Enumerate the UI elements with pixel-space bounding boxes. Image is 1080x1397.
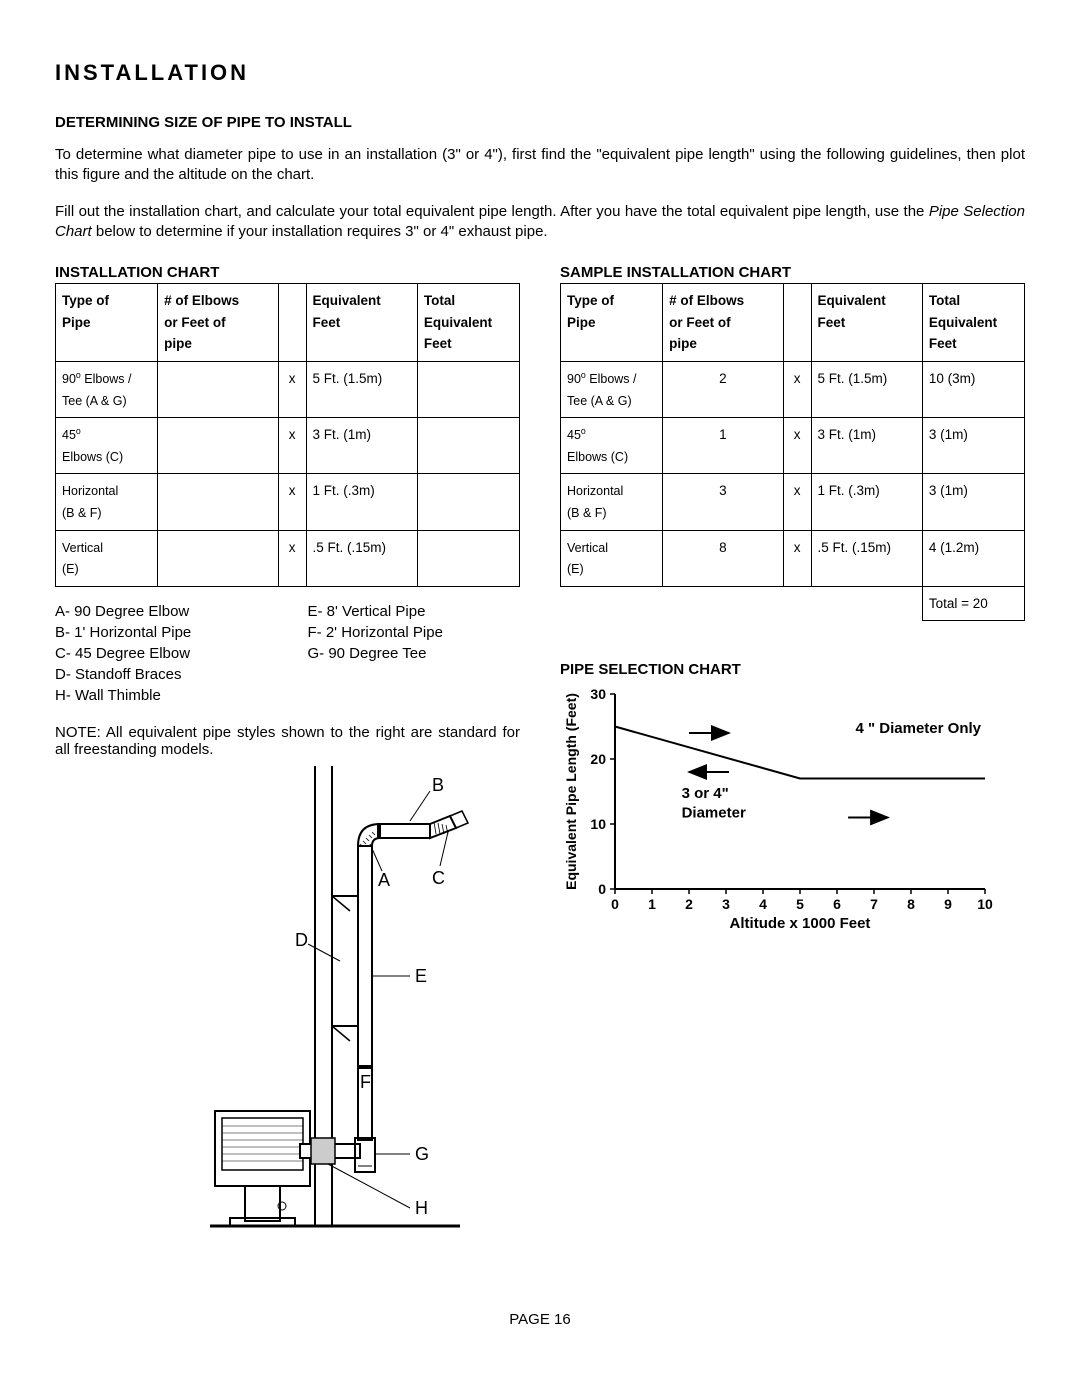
hdr-num: # of Elbowsor Feet ofpipe [663,284,784,362]
svg-text:8: 8 [907,896,915,912]
svg-text:D: D [295,930,308,950]
hdr-x [278,284,306,362]
svg-text:4 " Diameter Only: 4 " Diameter Only [856,720,982,737]
svg-text:10: 10 [590,816,606,832]
hdr-tot: TotalEquivalentFeet [417,284,519,362]
legend-item: D- Standoff Braces [55,664,268,685]
svg-text:3 or 4": 3 or 4" [682,785,729,802]
table-row: 45oElbows (C)1x3 Ft. (1m)3 (1m) [561,418,1025,474]
svg-text:0: 0 [598,881,606,897]
svg-text:G: G [415,1144,429,1164]
legend-item: H- Wall Thimble [55,685,268,706]
svg-text:10: 10 [977,896,993,912]
table-row: 45oElbows (C)x3 Ft. (1m) [56,418,520,474]
pipe-selection-chart-title: PIPE SELECTION CHART [560,661,1025,678]
intro-paragraph-2: Fill out the installation chart, and cal… [55,202,1025,243]
page-number: PAGE 16 [55,1311,1025,1328]
svg-text:A: A [378,870,390,890]
svg-text:0: 0 [611,896,619,912]
hdr-tot: TotalEquivalentFeet [922,284,1024,362]
installation-chart-table: Type ofPipe # of Elbowsor Feet ofpipe Eq… [55,283,520,587]
table-row: Horizontal(B & F)3x1 Ft. (.3m)3 (1m) [561,474,1025,530]
table-row: Horizontal(B & F)x1 Ft. (.3m) [56,474,520,530]
svg-text:F: F [360,1072,371,1092]
hdr-num: # of Elbowsor Feet ofpipe [158,284,279,362]
svg-text:1: 1 [648,896,656,912]
svg-text:3: 3 [722,896,730,912]
svg-text:C: C [432,868,445,888]
pipe-diagram: B A C D E F G H [55,766,520,1251]
svg-text:H: H [415,1198,428,1218]
legend-item: E- 8' Vertical Pipe [308,601,521,622]
legend-item: C- 45 Degree Elbow [55,643,268,664]
svg-text:4: 4 [759,896,767,912]
legend-left: A- 90 Degree ElbowB- 1' Horizontal PipeC… [55,601,268,706]
right-column: SAMPLE INSTALLATION CHART Type ofPipe # … [560,258,1025,1251]
svg-text:Equivalent Pipe Length (Feet): Equivalent Pipe Length (Feet) [563,694,579,891]
svg-text:5: 5 [796,896,804,912]
installation-chart-title: INSTALLATION CHART [55,264,520,281]
hdr-eq: EquivalentFeet [811,284,922,362]
table-row: Vertical(E)x.5 Ft. (.15m) [56,530,520,586]
hdr-type: Type ofPipe [56,284,158,362]
sample-chart-title: SAMPLE INSTALLATION CHART [560,264,1025,281]
legend-item: A- 90 Degree Elbow [55,601,268,622]
legend-item: F- 2' Horizontal Pipe [308,622,521,643]
left-column: INSTALLATION CHART Type ofPipe # of Elbo… [55,258,520,1251]
svg-text:6: 6 [833,896,841,912]
subsection-title: DETERMINING SIZE OF PIPE TO INSTALL [55,114,1025,131]
intro-paragraph-1: To determine what diameter pipe to use i… [55,145,1025,186]
para2-part-b: below to determine if your installation … [92,223,548,240]
legend-item: G- 90 Degree Tee [308,643,521,664]
legend-right: E- 8' Vertical PipeF- 2' Horizontal Pipe… [308,601,521,706]
svg-text:Diameter: Diameter [682,805,746,822]
table-row: 90o Elbows /Tee (A & G)2x5 Ft. (1.5m)10 … [561,361,1025,417]
svg-text:E: E [415,966,427,986]
svg-text:7: 7 [870,896,878,912]
hdr-type: Type ofPipe [561,284,663,362]
hdr-eq: EquivalentFeet [306,284,417,362]
section-title: INSTALLATION [55,60,1025,86]
hdr-x [783,284,811,362]
pipe-selection-chart: 0 10 20 30 0 1 2 3 4 5 6 7 8 9 10 4 " Diameter Only 3 or… [560,684,1000,934]
table-row: 90o Elbows /Tee (A & G)x5 Ft. (1.5m) [56,361,520,417]
svg-text:Altitude x 1000 Feet: Altitude x 1000 Feet [730,915,871,932]
svg-text:B: B [432,775,444,795]
note-text: NOTE: All equivalent pipe styles shown t… [55,724,520,758]
legend-item: B- 1' Horizontal Pipe [55,622,268,643]
sample-total: Total = 20 [922,586,1024,621]
svg-text:20: 20 [590,751,606,767]
sample-chart-table: Type ofPipe # of Elbowsor Feet ofpipe Eq… [560,283,1025,621]
svg-text:2: 2 [685,896,693,912]
para2-part-a: Fill out the installation chart, and cal… [55,203,929,220]
svg-text:9: 9 [944,896,952,912]
table-row: Vertical(E)8x.5 Ft. (.15m)4 (1.2m) [561,530,1025,586]
svg-text:30: 30 [590,686,606,702]
legend: A- 90 Degree ElbowB- 1' Horizontal PipeC… [55,601,520,706]
